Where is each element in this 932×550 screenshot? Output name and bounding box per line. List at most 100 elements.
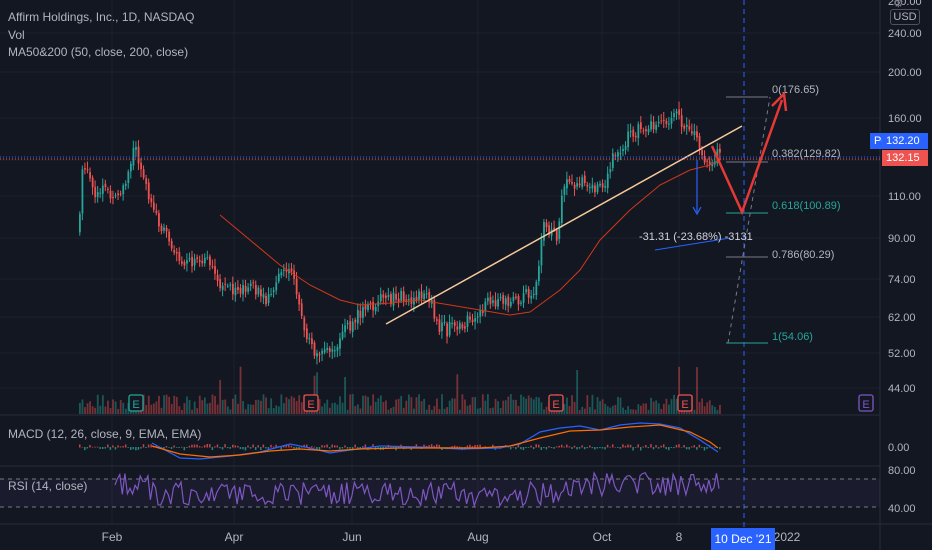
candle-body bbox=[606, 173, 609, 188]
earnings-marker-label: E bbox=[132, 399, 139, 411]
macd-hist-bar bbox=[285, 444, 288, 448]
volume-bar bbox=[89, 401, 91, 414]
volume-bar bbox=[147, 395, 150, 414]
candle-body bbox=[170, 240, 173, 249]
macd-hist-bar bbox=[703, 447, 706, 451]
macd-hist-bar bbox=[211, 447, 214, 451]
currency-label[interactable]: USD bbox=[890, 9, 920, 25]
macd-axis-tick: 0.00 bbox=[888, 442, 909, 454]
macd-hist-bar bbox=[657, 447, 660, 449]
candlesticks[interactable] bbox=[79, 101, 721, 365]
candle-body bbox=[515, 296, 517, 298]
macd-hist-bar bbox=[520, 447, 522, 450]
macd-hist-bar bbox=[198, 446, 201, 448]
macd-hist-bar bbox=[354, 444, 356, 448]
candle-body bbox=[543, 221, 545, 241]
volume-bar bbox=[701, 398, 703, 414]
volume-bar bbox=[481, 394, 484, 414]
chart-title[interactable]: Affirm Holdings, Inc., 1D, NASDAQ bbox=[8, 10, 195, 24]
earnings-marker[interactable]: E bbox=[548, 394, 564, 412]
macd-hist-bar bbox=[165, 446, 168, 448]
time-axis-ticks[interactable]: Feb Apr Jun Aug Oct 8 2022 bbox=[102, 530, 801, 544]
macd-hist-bar bbox=[232, 444, 234, 448]
macd-hist-bar bbox=[566, 444, 568, 448]
candle-body bbox=[285, 269, 288, 272]
ma-legend[interactable]: MA50&200 (50, close, 200, close) bbox=[8, 45, 189, 59]
candle-body bbox=[214, 266, 216, 274]
candle-body bbox=[583, 175, 586, 184]
rsi-legend[interactable]: RSI (14, close) bbox=[8, 479, 88, 493]
candle-body bbox=[252, 282, 255, 284]
macd-hist-bar bbox=[196, 444, 198, 448]
volume-bar bbox=[145, 405, 148, 414]
time-tick-label: 8 bbox=[676, 530, 683, 544]
candle-body bbox=[696, 131, 698, 138]
volume-bar bbox=[316, 372, 318, 414]
candle-body bbox=[594, 185, 596, 193]
macd-hist-bar bbox=[428, 445, 430, 448]
volume-bar bbox=[257, 399, 260, 414]
candle-body bbox=[96, 192, 99, 197]
candle-body bbox=[668, 123, 670, 125]
candle-body bbox=[688, 126, 691, 130]
volume-bar bbox=[175, 396, 178, 414]
volume-bar bbox=[662, 403, 665, 414]
earnings-marker-label: E bbox=[307, 399, 314, 411]
macd-hist-bar bbox=[145, 447, 147, 449]
candle-body bbox=[89, 172, 91, 179]
candle-body bbox=[198, 260, 201, 262]
earnings-marker[interactable]: E bbox=[677, 394, 693, 412]
candle-body bbox=[119, 193, 122, 195]
earnings-marker[interactable]: E bbox=[858, 394, 874, 412]
macd-hist-bar bbox=[191, 444, 193, 448]
projection-path[interactable] bbox=[710, 91, 788, 216]
candle-body bbox=[267, 294, 270, 304]
macd-hist-bar bbox=[229, 447, 231, 449]
earnings-marker[interactable]: E bbox=[128, 394, 144, 412]
macd-hist-bar bbox=[642, 446, 645, 448]
earnings-marker-label: E bbox=[862, 399, 869, 411]
volume-bar bbox=[670, 399, 673, 414]
candle-body bbox=[589, 187, 591, 189]
price-axis-ticks[interactable]: 240.00200.00160.00130.00110.0090.0074.00… bbox=[888, 28, 922, 395]
macd-hist-bar bbox=[614, 446, 616, 448]
volume-bar bbox=[652, 401, 655, 414]
candle-body bbox=[201, 260, 204, 264]
volume-bar bbox=[706, 402, 709, 414]
candle-body bbox=[290, 268, 293, 272]
candle-body bbox=[487, 297, 489, 302]
macd-hist-bar bbox=[135, 447, 137, 451]
volume-bar bbox=[170, 403, 173, 414]
volume-bar bbox=[323, 403, 326, 414]
volume-bar bbox=[573, 401, 576, 414]
macd-hist-bar bbox=[107, 444, 109, 448]
price-range-measure[interactable]: -31.31 (-23.68%) -3131 bbox=[639, 160, 753, 251]
volume-bar bbox=[254, 399, 257, 414]
macd-hist-bar bbox=[555, 446, 558, 448]
macd-hist-bar bbox=[298, 447, 300, 450]
macd-hist-bar bbox=[362, 446, 364, 448]
macd-hist-bar bbox=[438, 444, 441, 448]
fib-retracement[interactable]: 0(176.65) 0.382(129.82) 0.618(100.89) 0.… bbox=[726, 84, 841, 344]
volume-bar bbox=[693, 409, 696, 414]
gear-icon[interactable]: ⚙ bbox=[893, 0, 904, 10]
candle-body bbox=[499, 297, 502, 299]
candle-body bbox=[224, 283, 227, 285]
volume-bar bbox=[283, 403, 285, 414]
volume-bar bbox=[568, 406, 571, 414]
volume-bar bbox=[428, 404, 431, 414]
candle-body bbox=[578, 183, 581, 186]
candle-body bbox=[665, 120, 668, 124]
trend-line[interactable] bbox=[385, 125, 743, 325]
volume-bar bbox=[655, 400, 658, 414]
earnings-marker[interactable]: E bbox=[303, 394, 319, 412]
volume-bar bbox=[344, 376, 346, 414]
volume-bar bbox=[155, 401, 158, 414]
macd-hist-bar bbox=[295, 447, 298, 450]
candle-body bbox=[530, 295, 533, 299]
volume-legend[interactable]: Vol bbox=[8, 28, 25, 42]
macd-legend[interactable]: MACD (12, 26, close, 9, EMA, EMA) bbox=[8, 427, 202, 441]
macd-hist-bar bbox=[456, 446, 458, 448]
